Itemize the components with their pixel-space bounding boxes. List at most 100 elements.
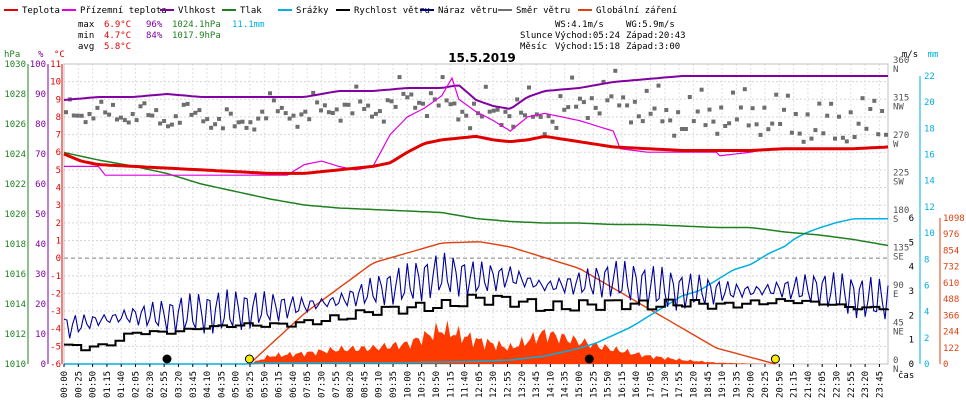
axis-hpa-tick: 1030 <box>4 60 26 70</box>
axis-hpa-tick: 1012 <box>4 330 26 340</box>
wind-direction-point <box>421 101 425 106</box>
wind-direction-point <box>844 139 849 144</box>
wind-direction-point <box>750 106 755 111</box>
axis-pct-tick: 60 <box>35 180 46 190</box>
wind-direction-point <box>550 119 555 124</box>
wind-direction-point <box>464 113 469 118</box>
wind-direction-point <box>322 103 327 108</box>
wind-direction-point <box>209 125 214 130</box>
axis-x-tick: 06:15 <box>275 371 285 398</box>
axis-wm2-tick: 122 <box>943 344 959 354</box>
axis-dir-label: N <box>893 365 898 375</box>
wind-direction-point <box>699 87 704 92</box>
axis-degc-tick: 10 <box>50 78 61 88</box>
wind-direction-point <box>581 100 586 105</box>
legend-item: Rychlost větru <box>336 6 430 16</box>
axis-degc-tick: -5 <box>50 342 61 352</box>
wind-direction-point <box>797 131 802 136</box>
axis-x-tick: 10:00 <box>403 371 413 398</box>
wind-direction-point <box>389 99 394 104</box>
wind-direction-point <box>856 121 861 126</box>
axis-dir-tick: 0 <box>893 356 898 366</box>
wind-direction-point <box>562 107 567 112</box>
axis-ms-tick: 6 <box>909 214 914 224</box>
axis-x-tick: 05:00 <box>232 371 242 398</box>
wind-direction-point <box>711 119 716 124</box>
wind-direction-point <box>640 119 645 124</box>
stats-min-hum: 84% <box>146 31 163 41</box>
wind-direction-point <box>542 132 547 137</box>
axis-ms-tick: 2 <box>909 311 914 321</box>
wind-direction-point <box>636 114 641 119</box>
wind-direction-point <box>268 91 272 96</box>
wind-direction-point <box>809 136 814 141</box>
axis-x-tick: 05:25 <box>246 371 256 398</box>
wind-direction-point <box>785 93 790 98</box>
wind-direction-point <box>821 131 826 136</box>
axis-pct-tick: 80 <box>35 120 46 130</box>
wind-direction-point <box>181 102 186 107</box>
axis-dir-tick: 180 <box>893 206 909 216</box>
legend-label: Náraz větru <box>438 6 498 16</box>
stats-min-label: min <box>78 31 94 41</box>
wind-direction-point <box>825 113 830 118</box>
wind-direction-point <box>715 131 720 136</box>
wind-direction-point <box>597 111 602 116</box>
axis-degc-tick: 3 <box>56 201 61 211</box>
wind-direction-point <box>727 121 732 126</box>
info-moon-rise: Východ:15:18 <box>555 42 620 52</box>
wind-direction-point <box>652 106 657 111</box>
axis-x-tick: 02:55 <box>160 371 170 398</box>
wind-direction-point <box>397 75 402 80</box>
wind-direction-point <box>393 104 398 109</box>
wind-direction-point <box>731 90 735 95</box>
legend-item: Globální záření <box>578 6 677 16</box>
axis-x-tick: 16:15 <box>618 371 628 398</box>
axis-x-tick: 07:55 <box>332 371 342 398</box>
wind-direction-point <box>829 101 834 106</box>
axis-mm-tick: 10 <box>924 229 935 239</box>
wind-direction-point <box>483 84 488 89</box>
axis-hpa-tick: 1020 <box>4 210 26 220</box>
axis-x-tick: 23:45 <box>875 371 885 398</box>
wind-direction-point <box>248 120 253 125</box>
humidity-line <box>63 75 888 110</box>
stats-min-temp: 4.7°C <box>104 31 131 41</box>
wind-direction-point <box>354 84 359 89</box>
wind-direction-point <box>523 113 527 118</box>
axis-mm-tick: 4 <box>924 308 929 318</box>
axis-mm-tick: 14 <box>924 177 935 187</box>
axis-x-tick: 07:05 <box>303 371 313 398</box>
wind-direction-point <box>530 114 535 119</box>
axis-hpa-tick: 1024 <box>4 150 26 160</box>
axis-x-tick: 20:50 <box>775 371 785 398</box>
axis-ms-tick: 4 <box>909 263 914 273</box>
legend-item: Vlhkost <box>160 6 216 16</box>
wind-speed-line <box>64 293 889 352</box>
axis-pct-unit: % <box>38 50 44 60</box>
wind-direction-point <box>789 130 794 135</box>
wind-direction-point <box>275 109 280 114</box>
axis-x-tick: 08:45 <box>360 371 370 398</box>
wind-direction-point <box>487 109 492 114</box>
axis-pct-tick: 20 <box>35 300 46 310</box>
wind-direction-point <box>134 118 139 123</box>
wind-direction-point <box>519 110 524 115</box>
wind-direction-point <box>840 135 845 140</box>
axis-x-tick: 05:50 <box>260 371 270 398</box>
axis-wm2-tick: 1098 <box>943 214 965 224</box>
info-moon-set: Západ:3:00 <box>626 42 680 52</box>
axis-x-tick: 03:20 <box>174 371 184 398</box>
wind-direction-point <box>87 112 92 116</box>
axis-x-tick: 10:50 <box>432 371 442 398</box>
axis-ms-tick: 3 <box>909 287 914 297</box>
axis-hpa-tick: 1022 <box>4 180 26 190</box>
axis-dir-label: E <box>893 290 898 300</box>
axis-hpa-tick: 1026 <box>4 120 26 130</box>
axis-degc-tick: -1 <box>50 272 61 282</box>
axis-x-tick: 12:05 <box>475 371 485 398</box>
axis-degc-tick: 4 <box>56 184 61 194</box>
wind-direction-point <box>876 132 881 137</box>
info-moon-label: Měsíc <box>520 42 547 52</box>
axis-x-tick: 00:50 <box>89 371 99 398</box>
